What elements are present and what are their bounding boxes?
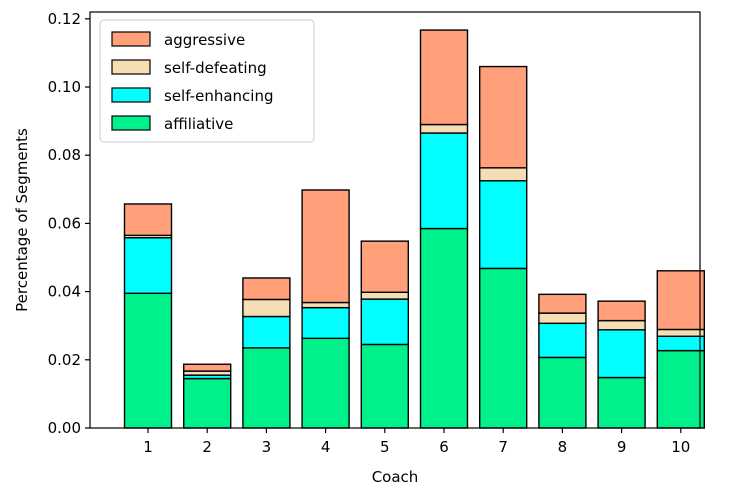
x-tick-label: 9	[617, 438, 627, 456]
bar-affiliative-coach-7	[479, 267, 528, 429]
y-tick-label: 0.00	[48, 419, 81, 437]
bar-affiliative-coach-2	[182, 377, 232, 429]
y-axis-ticks: 0.00 0.02 0.04 0.06 0.08 0.10 0.12	[48, 10, 90, 437]
bar-affiliative-coach-6	[419, 227, 469, 429]
bar-self-enhancing-coach-6	[419, 132, 469, 230]
legend-swatch-self-defeating	[111, 59, 151, 75]
bar-aggressive-coach-6	[419, 29, 469, 126]
bar-aggressive-coach-5	[360, 240, 409, 293]
y-tick-label: 0.12	[48, 10, 81, 28]
legend-box	[99, 19, 315, 143]
x-tick-label: 6	[439, 438, 449, 456]
y-tick-label: 0.06	[48, 214, 81, 232]
bar-self-enhancing-coach-8	[538, 322, 587, 359]
x-tick-label: 4	[321, 438, 331, 456]
bar-self-defeating-coach-5	[360, 291, 409, 300]
x-tick-label: 5	[380, 438, 390, 456]
bar-self-enhancing-coach-3	[242, 315, 291, 349]
bar-affiliative-coach-9	[597, 376, 646, 429]
bars-layer	[123, 29, 705, 429]
bar-affiliative-coach-4	[301, 337, 350, 429]
y-axis-label: Percentage of Segments	[13, 128, 31, 312]
bar-self-enhancing-coach-10	[656, 335, 705, 352]
x-tick-label: 2	[202, 438, 212, 456]
legend-swatch-self-enhancing	[111, 87, 151, 103]
bar-self-defeating-coach-10	[656, 328, 705, 337]
legend-label-self-enhancing: self-enhancing	[164, 87, 273, 105]
bar-affiliative-coach-8	[538, 356, 587, 429]
x-tick-label: 1	[143, 438, 153, 456]
bar-aggressive-coach-2	[182, 363, 232, 372]
y-tick-label: 0.10	[48, 78, 81, 96]
x-tick-label: 8	[558, 438, 568, 456]
bar-affiliative-coach-1	[123, 292, 173, 429]
x-tick-label: 3	[262, 438, 272, 456]
bar-self-defeating-coach-3	[242, 298, 291, 318]
bar-affiliative-coach-3	[242, 347, 291, 429]
x-tick-label: 7	[498, 438, 508, 456]
x-axis-ticks: 1 2 3 4 5 6 7 8 9 10	[143, 428, 690, 456]
bar-aggressive-coach-8	[538, 293, 587, 314]
bar-self-enhancing-coach-4	[301, 306, 350, 340]
bar-affiliative-coach-10	[656, 349, 705, 429]
y-tick-label: 0.08	[48, 146, 81, 164]
bar-self-enhancing-coach-7	[479, 180, 528, 270]
legend-label-self-defeating: self-defeating	[164, 59, 267, 77]
legend-swatch-affiliative	[111, 115, 151, 131]
bar-self-enhancing-coach-9	[597, 329, 646, 379]
bar-self-defeating-coach-8	[538, 312, 587, 325]
legend: aggressive self-defeating self-enhancing af…	[99, 19, 315, 143]
x-axis-label: Coach	[372, 468, 419, 486]
bar-aggressive-coach-10	[656, 270, 705, 331]
axes-layer	[89, 11, 701, 429]
bar-aggressive-coach-7	[479, 65, 528, 169]
bar-aggressive-coach-3	[242, 277, 291, 301]
bar-aggressive-coach-4	[301, 189, 350, 304]
plot-frame	[89, 11, 701, 429]
bar-aggressive-coach-1	[123, 203, 173, 237]
bar-self-enhancing-coach-5	[360, 298, 409, 346]
legend-swatch-aggressive	[111, 31, 151, 47]
bar-aggressive-coach-9	[597, 300, 646, 322]
bar-self-defeating-coach-6	[419, 123, 469, 134]
y-tick-label: 0.02	[48, 351, 81, 369]
y-tick-label: 0.04	[48, 283, 81, 301]
bar-self-defeating-coach-7	[479, 167, 528, 182]
legend-label-affiliative: affiliative	[164, 115, 233, 133]
bar-self-defeating-coach-9	[597, 319, 646, 331]
x-tick-label: 10	[671, 438, 690, 456]
legend-label-aggressive: aggressive	[164, 31, 245, 49]
bar-self-enhancing-coach-1	[123, 237, 173, 295]
bar-affiliative-coach-5	[360, 343, 409, 429]
bar-self-defeating-coach-4	[301, 301, 350, 309]
